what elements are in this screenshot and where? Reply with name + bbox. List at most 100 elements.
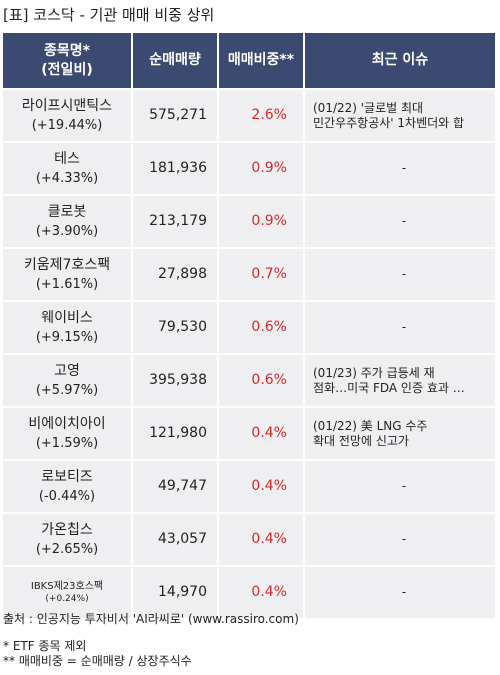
footnote-ratio: ** 매매비중 = 순매매량 / 상장주식수 <box>3 654 192 668</box>
header-name-label: 종목명* (전일비) <box>41 42 93 78</box>
table-row: 라이프시맨틱스 (+19.44%) 575,271 2.6% (01/22) '글로벌 … <box>3 90 497 142</box>
trade-ratio: 0.4% <box>219 408 303 459</box>
stock-cell: 가온칩스 (+2.65%) <box>3 514 131 565</box>
trade-ratio: 0.6% <box>219 355 303 406</box>
stock-cell: 웨이비스 (+9.15%) <box>3 302 131 353</box>
stock-cell-inner: 테스 (+4.33%) <box>36 150 98 188</box>
stock-cell: 로보티즈 (-0.44%) <box>3 461 131 512</box>
stock-cell-inner: 웨이비스 (+9.15%) <box>36 309 98 347</box>
net-volume: 395,938 <box>133 355 217 406</box>
trade-ratio: 0.9% <box>219 196 303 247</box>
table-body: 라이프시맨틱스 (+19.44%) 575,271 2.6% (01/22) '글로벌 … <box>3 90 497 619</box>
table-row: 로보티즈 (-0.44%) 49,747 0.4% - <box>3 461 497 513</box>
table-row: 가온칩스 (+2.65%) 43,057 0.4% - <box>3 514 497 566</box>
recent-issue-text: - <box>401 161 407 175</box>
stock-change: (+2.65%) <box>35 541 99 557</box>
recent-issue-text: (01/23) 주가 급등세 재 점화…미국 FDA 인증 효과 … <box>313 365 465 395</box>
header-volume: 순매매량 <box>133 33 217 88</box>
net-volume: 43,057 <box>133 514 217 565</box>
recent-issue: - <box>305 567 495 618</box>
trade-ratio: 0.7% <box>219 249 303 300</box>
recent-issue: (01/22) '글로벌 최대 민간우주항공사' 1차벤더와 합 <box>305 90 495 141</box>
trade-ratio: 0.9% <box>219 143 303 194</box>
recent-issue-text: (01/22) 美 LNG 수주 확대 전망에 신고가 <box>313 418 428 448</box>
net-volume: 213,179 <box>133 196 217 247</box>
stock-cell: IBKS제23호스팩 (+0.24%) <box>3 567 131 618</box>
recent-issue-text: - <box>401 320 407 334</box>
table-header: 종목명* (전일비) 순매매량 매매비중** 최근 이슈 <box>3 33 497 88</box>
recent-issue-text: - <box>401 532 407 546</box>
trade-ratio: 0.4% <box>219 514 303 565</box>
stock-cell-inner: 클로봇 (+3.90%) <box>36 203 98 241</box>
stock-change: (-0.44%) <box>38 488 96 504</box>
stock-name: 라이프시맨틱스 <box>21 97 113 114</box>
stock-change: (+1.61%) <box>35 276 99 292</box>
header-ratio: 매매비중** <box>219 33 303 88</box>
stock-cell: 고영 (+5.97%) <box>3 355 131 406</box>
header-issue: 최근 이슈 <box>305 33 495 88</box>
stock-name: 웨이비스 <box>41 309 93 326</box>
stock-change: (+19.44%) <box>31 117 103 133</box>
stock-cell: 키움제7호스팩 (+1.61%) <box>3 249 131 300</box>
recent-issue: (01/23) 주가 급등세 재 점화…미국 FDA 인증 효과 … <box>305 355 495 406</box>
net-volume: 14,970 <box>133 567 217 618</box>
recent-issue: - <box>305 143 495 194</box>
header-name: 종목명* (전일비) <box>3 33 131 88</box>
stock-name: 비에이치아이 <box>28 415 106 432</box>
table-row: 키움제7호스팩 (+1.61%) 27,898 0.7% - <box>3 249 497 301</box>
stock-change: (+3.90%) <box>35 223 99 239</box>
recent-issue: - <box>305 249 495 300</box>
table-row: 고영 (+5.97%) 395,938 0.6% (01/23) 주가 급등세 재 점화… <box>3 355 497 407</box>
recent-issue-text: - <box>401 585 407 599</box>
stock-change: (+5.97%) <box>35 382 99 398</box>
table-row: 클로봇 (+3.90%) 213,179 0.9% - <box>3 196 497 248</box>
stock-change: (+9.15%) <box>35 329 99 345</box>
recent-issue: - <box>305 302 495 353</box>
trade-ratio: 0.4% <box>219 567 303 618</box>
stock-name: 테스 <box>54 150 80 167</box>
recent-issue-text: - <box>401 479 407 493</box>
stock-cell: 라이프시맨틱스 (+19.44%) <box>3 90 131 141</box>
net-volume: 49,747 <box>133 461 217 512</box>
stock-cell: 클로봇 (+3.90%) <box>3 196 131 247</box>
trade-ratio: 2.6% <box>219 90 303 141</box>
net-volume: 575,271 <box>133 90 217 141</box>
stock-cell: 비에이치아이 (+1.59%) <box>3 408 131 459</box>
source-note: 출처 : 인공지능 투자비서 'AI라씨로' (www.rassiro.com) <box>3 612 299 626</box>
institution-trading-table: 종목명* (전일비) 순매매량 매매비중** 최근 이슈 라이프시맨틱스 (+19… <box>3 33 497 620</box>
table-row: 비에이치아이 (+1.59%) 121,980 0.4% (01/22) 美 LNG 수… <box>3 408 497 460</box>
recent-issue: - <box>305 514 495 565</box>
stock-cell-inner: 가온칩스 (+2.65%) <box>36 521 98 559</box>
stock-name: 고영 <box>54 362 80 379</box>
net-volume: 181,936 <box>133 143 217 194</box>
recent-issue-text: (01/22) '글로벌 최대 민간우주항공사' 1차벤더와 합 <box>313 100 465 130</box>
stock-change: (+1.59%) <box>35 435 99 451</box>
stock-cell-inner: 키움제7호스팩 (+1.61%) <box>24 256 110 294</box>
stock-cell: 테스 (+4.33%) <box>3 143 131 194</box>
table-row: 웨이비스 (+9.15%) 79,530 0.6% - <box>3 302 497 354</box>
recent-issue: - <box>305 196 495 247</box>
stock-change: (+4.33%) <box>35 170 99 186</box>
stock-cell-inner: IBKS제23호스팩 (+0.24%) <box>31 580 103 605</box>
table-row: IBKS제23호스팩 (+0.24%) 14,970 0.4% - <box>3 567 497 619</box>
net-volume: 79,530 <box>133 302 217 353</box>
recent-issue: (01/22) 美 LNG 수주 확대 전망에 신고가 <box>305 408 495 459</box>
stock-name: IBKS제23호스팩 <box>30 581 104 592</box>
stock-name: 가온칩스 <box>41 521 93 538</box>
recent-issue-text: - <box>401 214 407 228</box>
stock-cell-inner: 고영 (+5.97%) <box>36 362 98 400</box>
table-row: 테스 (+4.33%) 181,936 0.9% - <box>3 143 497 195</box>
recent-issue: - <box>305 461 495 512</box>
net-volume: 121,980 <box>133 408 217 459</box>
net-volume: 27,898 <box>133 249 217 300</box>
stock-name: 키움제7호스팩 <box>23 256 111 273</box>
page-title: [표] 코스닥 - 기관 매매 비중 상위 <box>3 6 215 24</box>
footnote-etf: * ETF 종목 제외 <box>3 639 87 653</box>
stock-name: 클로봇 <box>47 203 87 220</box>
stock-name: 로보티즈 <box>41 468 93 485</box>
trade-ratio: 0.6% <box>219 302 303 353</box>
stock-change: (+0.24%) <box>45 594 89 604</box>
stock-cell-inner: 로보티즈 (-0.44%) <box>39 468 95 506</box>
trade-ratio: 0.4% <box>219 461 303 512</box>
stock-cell-inner: 라이프시맨틱스 (+19.44%) <box>22 97 112 135</box>
